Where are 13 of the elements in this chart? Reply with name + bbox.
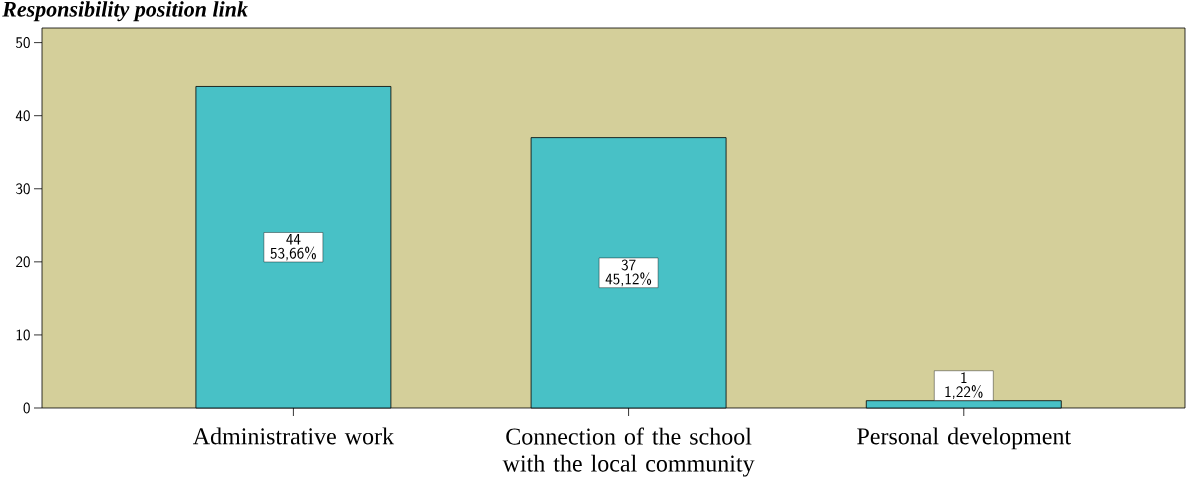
y-tick-label: 50 — [15, 37, 30, 49]
y-tick-label: 0 — [23, 402, 30, 414]
x-tick-label: Connection of the school with the local community — [502, 427, 755, 477]
x-tick-label: Administrative work — [192, 427, 395, 445]
y-tick-label: 10 — [16, 329, 30, 341]
data-label: 1 1,22% — [945, 372, 983, 399]
y-tick-label: 40 — [15, 110, 30, 122]
chart-title: Responsibility position link — [2, 1, 248, 22]
x-tick-label: Personal development — [857, 427, 1071, 450]
data-label: 44 53,66% — [270, 233, 316, 261]
data-label: 37 45,12% — [605, 259, 652, 287]
y-tick-label: 30 — [16, 183, 30, 195]
y-tick-label: 20 — [16, 256, 30, 268]
